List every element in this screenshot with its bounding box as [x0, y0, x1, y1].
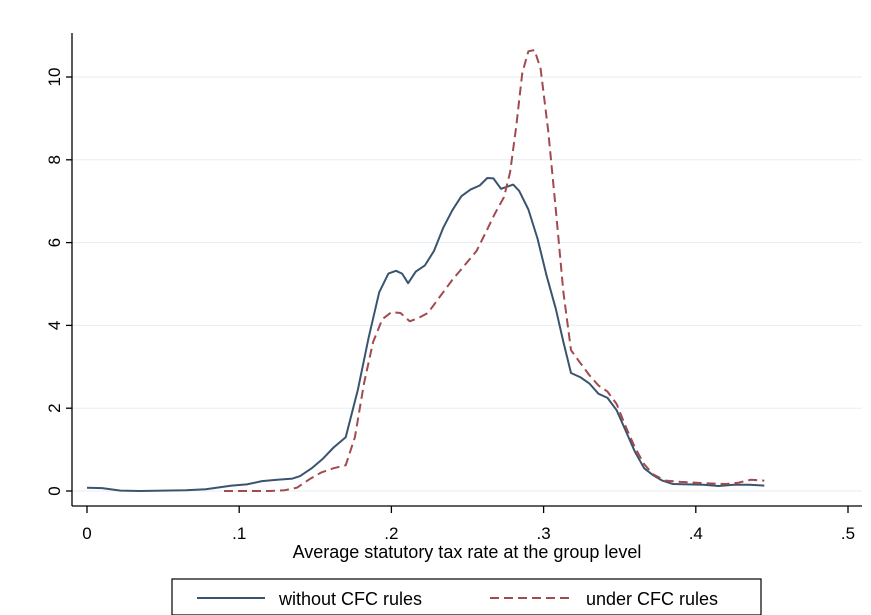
- series-line-1: [224, 49, 765, 492]
- legend-label-0: without CFC rules: [278, 589, 422, 609]
- x-tick-label-4: .4: [689, 524, 703, 543]
- x-tick-label-3: .3: [537, 524, 551, 543]
- x-tick-label-2: .2: [384, 524, 398, 543]
- y-tick-label-1: 2: [45, 403, 64, 412]
- y-tick-label-5: 10: [45, 68, 64, 87]
- x-tick-label-5: .5: [841, 524, 855, 543]
- y-tick-label-0: 0: [45, 486, 64, 495]
- legend: without CFC rules under CFC rules: [171, 578, 762, 615]
- y-tick-label-2: 4: [45, 321, 64, 330]
- axes: [66, 33, 862, 513]
- series-lines: [86, 49, 765, 492]
- x-tick-label-0: 0: [82, 524, 91, 543]
- x-axis-title: Average statutory tax rate at the group …: [293, 542, 642, 562]
- grid-lines: [72, 76, 862, 492]
- legend-box: [171, 578, 762, 615]
- x-tick-label-1: .1: [232, 524, 246, 543]
- axis-labels: 0 2 4 6 8 10 0 .1 .2 .3 .4 .5: [45, 68, 855, 543]
- y-tick-label-4: 8: [45, 155, 64, 164]
- legend-label-1: under CFC rules: [586, 589, 718, 609]
- y-tick-label-3: 6: [45, 238, 64, 247]
- series-line-0: [86, 177, 765, 492]
